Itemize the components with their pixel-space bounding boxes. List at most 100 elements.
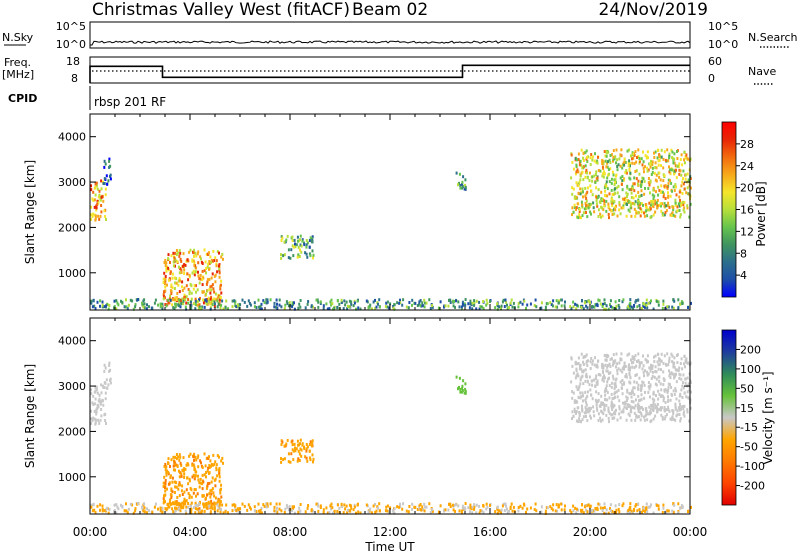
power-cell <box>616 158 619 162</box>
power-cell <box>584 194 587 198</box>
power-cell <box>645 298 648 302</box>
velocity-cell <box>576 406 579 410</box>
power-cell <box>571 206 574 210</box>
velocity-cell <box>669 398 672 402</box>
velocity-cell <box>512 505 515 509</box>
power-cell <box>614 155 617 159</box>
velocity-cell <box>292 458 295 462</box>
power-cell <box>613 212 616 216</box>
velocity-cell <box>188 494 191 497</box>
velocity-cell <box>595 374 598 378</box>
y-tick-label: 3000 <box>58 380 86 393</box>
power-cell <box>607 205 610 209</box>
velocity-cell <box>617 507 620 511</box>
power-cell <box>652 202 655 206</box>
power-cell <box>286 234 289 238</box>
power-cell <box>129 298 132 302</box>
velocity-cell <box>636 509 639 513</box>
velocity-cell <box>143 502 146 506</box>
velocity-cell <box>188 496 191 500</box>
velocity-cell <box>165 508 168 512</box>
velocity-cell <box>94 421 97 425</box>
velocity-cell <box>680 504 683 508</box>
power-cell <box>609 305 612 309</box>
power-ylabel: Slant Range [km] <box>23 160 37 264</box>
velocity-cell <box>185 488 188 492</box>
power-cell <box>647 181 650 185</box>
power-cell <box>603 199 606 203</box>
power-cell <box>631 201 634 205</box>
power-cell <box>599 212 602 216</box>
velocity-cell <box>192 463 195 467</box>
power-cell <box>171 303 174 307</box>
velocity-cell <box>225 503 228 507</box>
power-cell <box>211 272 214 276</box>
power-cell <box>597 298 600 302</box>
velocity-cell <box>287 460 290 464</box>
colorbar-tick-label: -100 <box>740 460 765 473</box>
velocity-cell <box>585 415 587 418</box>
velocity-cell <box>642 370 645 374</box>
velocity-cell <box>202 494 205 498</box>
power-cell <box>280 253 282 257</box>
velocity-cell <box>207 456 210 460</box>
power-cell <box>637 148 640 152</box>
power-cell <box>609 167 612 171</box>
power-cell <box>365 299 368 303</box>
velocity-cell <box>303 447 306 451</box>
power-cell <box>260 307 263 311</box>
velocity-cell <box>197 474 199 478</box>
velocity-cell <box>461 504 464 508</box>
power-cell <box>577 170 580 174</box>
velocity-cell <box>612 377 615 381</box>
power-cell <box>667 182 670 186</box>
velocity-cell <box>614 382 617 386</box>
velocity-cell <box>617 388 620 392</box>
power-cell <box>604 159 607 163</box>
power-cell <box>571 192 574 196</box>
velocity-cell <box>102 403 105 407</box>
velocity-cell <box>615 511 618 515</box>
power-cell <box>535 305 538 309</box>
velocity-cell <box>632 400 635 404</box>
velocity-cell <box>581 374 584 378</box>
velocity-cell <box>173 460 176 464</box>
power-cell <box>297 253 300 257</box>
velocity-cell <box>201 494 204 498</box>
velocity-cell <box>681 384 684 388</box>
power-cell <box>201 262 204 265</box>
power-cell <box>257 298 260 302</box>
power-cell <box>572 187 575 191</box>
power-cell <box>657 303 660 307</box>
velocity-cell <box>215 466 218 470</box>
power-cell <box>190 306 193 310</box>
velocity-cell <box>169 476 172 479</box>
velocity-cell <box>551 508 554 512</box>
power-cell <box>457 300 460 304</box>
power-cell <box>169 270 172 274</box>
velocity-cell <box>585 408 588 411</box>
power-cell <box>668 170 671 174</box>
station-title: Christmas Valley West (fitACF) <box>92 0 350 20</box>
velocity-cell <box>213 508 216 512</box>
power-cell <box>90 299 93 303</box>
power-cell <box>496 307 499 311</box>
power-cell <box>478 307 481 311</box>
power-cell <box>455 299 457 303</box>
velocity-cell <box>679 419 682 423</box>
power-cell <box>284 240 287 244</box>
velocity-cell <box>654 370 657 373</box>
velocity-cell <box>572 414 575 418</box>
power-cell <box>643 170 645 174</box>
velocity-cell <box>688 419 691 423</box>
velocity-cell <box>463 391 466 395</box>
velocity-cell <box>96 504 99 508</box>
power-cell <box>595 195 598 199</box>
power-cell <box>618 208 621 212</box>
velocity-cell <box>100 408 103 411</box>
power-cell <box>294 242 296 246</box>
power-cell <box>220 283 222 287</box>
power-cell <box>563 304 566 308</box>
power-cell <box>194 299 197 303</box>
velocity-cell <box>90 417 93 421</box>
